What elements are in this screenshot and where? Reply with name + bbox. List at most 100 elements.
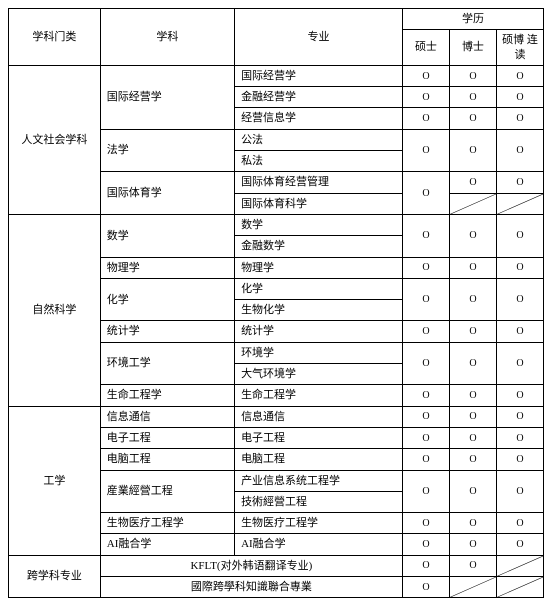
major-cell: 大气环境学 (235, 364, 403, 385)
discipline-cell: 生命工程学 (100, 385, 234, 406)
major-cell: 化学 (235, 278, 403, 299)
discipline-cell: 数学 (100, 214, 234, 257)
degree-mark: O (449, 65, 496, 86)
degree-mark: O (496, 513, 543, 534)
discipline-cell: 统计学 (100, 321, 234, 342)
degree-mark: O (496, 321, 543, 342)
discipline-cell: 国际经营学 (100, 65, 234, 129)
degree-mark: O (402, 278, 449, 321)
table-row: 跨学科专业KFLT(对外韩语翻译专业)OO (9, 555, 544, 576)
slash-cell (449, 577, 496, 598)
header-degree-group: 学历 (402, 9, 543, 30)
major-cell: 物理学 (235, 257, 403, 278)
discipline-cell: 物理学 (100, 257, 234, 278)
discipline-cell: AI融合学 (100, 534, 234, 555)
degree-mark: O (449, 470, 496, 513)
category-cell: 自然科学 (9, 214, 101, 406)
degree-mark: O (402, 257, 449, 278)
degree-mark: O (402, 470, 449, 513)
major-cell: 生物医疗工程学 (235, 513, 403, 534)
major-cell: 国际体育科学 (235, 193, 403, 214)
degree-mark: O (449, 129, 496, 172)
degree-mark: O (449, 87, 496, 108)
degree-mark: O (496, 470, 543, 513)
degree-mark: O (402, 214, 449, 257)
degree-mark: O (449, 385, 496, 406)
major-cell: AI融合学 (235, 534, 403, 555)
major-cell: 信息通信 (235, 406, 403, 427)
major-cell: 技術經營工程 (235, 491, 403, 512)
degree-mark: O (496, 385, 543, 406)
major-cell: 统计学 (235, 321, 403, 342)
header-masters: 硕士 (402, 30, 449, 66)
major-cell: 金融经营学 (235, 87, 403, 108)
category-cell: 跨学科专业 (9, 555, 101, 598)
discipline-cell: 化学 (100, 278, 234, 321)
discipline-cell: 电脑工程 (100, 449, 234, 470)
table-row: 自然科学数学数学OOO (9, 214, 544, 235)
degree-mark: O (402, 449, 449, 470)
slash-cell (496, 193, 543, 214)
major-cell: 数学 (235, 214, 403, 235)
degree-mark: O (496, 257, 543, 278)
discipline-cell: 生物医疗工程学 (100, 513, 234, 534)
major-cell: 國際跨學科知識聯合専業 (100, 577, 402, 598)
category-cell: 工学 (9, 406, 101, 555)
discipline-cell: 信息通信 (100, 406, 234, 427)
major-cell: 经营信息学 (235, 108, 403, 129)
degree-mark: O (402, 513, 449, 534)
major-cell: 电脑工程 (235, 449, 403, 470)
degree-mark: O (449, 257, 496, 278)
major-cell: 环境学 (235, 342, 403, 363)
degree-mark: O (402, 108, 449, 129)
header-combined: 硕博 连读 (496, 30, 543, 66)
slash-cell (496, 555, 543, 576)
discipline-cell: 环境工学 (100, 342, 234, 385)
degree-mark: O (402, 87, 449, 108)
major-cell: 国际经营学 (235, 65, 403, 86)
degree-mark: O (496, 65, 543, 86)
degree-mark: O (449, 321, 496, 342)
discipline-cell: 国际体育学 (100, 172, 234, 215)
degree-mark: O (449, 513, 496, 534)
degree-mark: O (496, 406, 543, 427)
degree-mark: O (449, 449, 496, 470)
degree-mark: O (496, 342, 543, 385)
degree-mark: O (449, 214, 496, 257)
degree-mark: O (402, 577, 449, 598)
curriculum-table: 学科门类 学科 专业 学历 硕士 博士 硕博 连读 人文社会学科国际经营学国际经… (8, 8, 544, 598)
table-header: 学科门类 学科 专业 学历 硕士 博士 硕博 连读 (9, 9, 544, 66)
discipline-cell: 産業經營工程 (100, 470, 234, 513)
discipline-cell: 电子工程 (100, 427, 234, 448)
major-cell: 国际体育经营管理 (235, 172, 403, 193)
major-cell: 生命工程学 (235, 385, 403, 406)
discipline-cell: 法学 (100, 129, 234, 172)
degree-mark: O (402, 385, 449, 406)
degree-mark: O (496, 129, 543, 172)
header-discipline: 学科 (100, 9, 234, 66)
major-cell: 生物化学 (235, 300, 403, 321)
degree-mark: O (496, 534, 543, 555)
degree-mark: O (402, 555, 449, 576)
degree-mark: O (449, 555, 496, 576)
degree-mark: O (449, 342, 496, 385)
degree-mark: O (496, 172, 543, 193)
degree-mark: O (402, 172, 449, 215)
degree-mark: O (496, 278, 543, 321)
table-body: 人文社会学科国际经营学国际经营学OOO金融经营学OOO经营信息学OOO法学公法O… (9, 65, 544, 597)
degree-mark: O (402, 427, 449, 448)
table-row: 工学信息通信信息通信OOO (9, 406, 544, 427)
major-cell: KFLT(对外韩语翻译专业) (100, 555, 402, 576)
degree-mark: O (402, 321, 449, 342)
table-row: 人文社会学科国际经营学国际经营学OOO (9, 65, 544, 86)
degree-mark: O (496, 449, 543, 470)
degree-mark: O (496, 427, 543, 448)
major-cell: 金融数学 (235, 236, 403, 257)
degree-mark: O (402, 65, 449, 86)
header-major: 专业 (235, 9, 403, 66)
major-cell: 电子工程 (235, 427, 403, 448)
degree-mark: O (449, 278, 496, 321)
major-cell: 私法 (235, 151, 403, 172)
degree-mark: O (402, 534, 449, 555)
header-doctor: 博士 (449, 30, 496, 66)
